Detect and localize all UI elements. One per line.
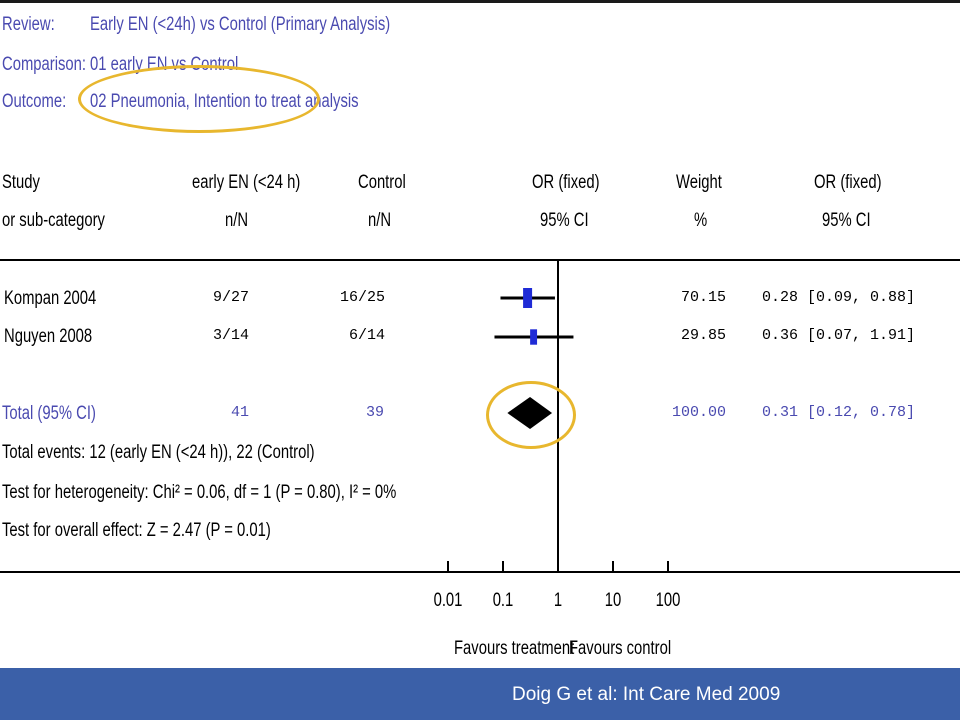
outcome-highlight-ellipse — [78, 65, 320, 133]
axis-tick-label: 0.01 — [434, 589, 463, 610]
overall-effect-note: Test for overall effect: Z = 2.47 (P = 0… — [2, 520, 271, 541]
pooled-highlight-ellipse — [486, 381, 576, 449]
total-events-note: Total events: 12 (early EN (<24 h)), 22 … — [2, 442, 315, 463]
col-study-header: Study — [2, 172, 40, 193]
col-weight-subheader: % — [694, 210, 708, 231]
study-early: 3/14 — [213, 327, 250, 344]
col-weight-header: Weight — [676, 172, 722, 193]
review-label: Review: — [2, 14, 55, 35]
col-or-subheader: 95% CI — [540, 210, 589, 231]
study-weight: 70.15 — [681, 289, 727, 306]
col-control-header: Control — [358, 172, 406, 193]
study-ci: 0.36 [0.07, 1.91] — [762, 327, 916, 344]
col-study-subheader: or sub-category — [2, 210, 105, 231]
study-weight-square — [530, 329, 538, 345]
col-or-header: OR (fixed) — [532, 172, 600, 193]
favours-control-label: Favours control — [569, 638, 672, 659]
study-weight: 29.85 — [681, 327, 727, 344]
col-early-subheader: n/N — [225, 210, 249, 231]
axis-tick-label: 0.1 — [493, 589, 514, 610]
axis-tick-label: 10 — [605, 589, 621, 610]
comparison-label: Comparison: — [2, 54, 87, 75]
col-early-header: early EN (<24 h) — [192, 172, 301, 193]
citation-caption: Doig G et al: Int Care Med 2009 — [512, 684, 781, 705]
col-orci-header: OR (fixed) — [814, 172, 882, 193]
total-ci: 0.31 [0.12, 0.78] — [762, 404, 916, 421]
total-early: 41 — [231, 404, 250, 421]
axis-divider — [0, 571, 960, 573]
col-control-subheader: n/N — [368, 210, 392, 231]
col-orci-subheader: 95% CI — [822, 210, 871, 231]
study-control: 16/25 — [340, 289, 386, 306]
total-label: Total (95% CI) — [2, 403, 96, 424]
study-name: Kompan 2004 — [4, 288, 97, 309]
header-divider — [0, 259, 960, 261]
slide-top-border — [0, 0, 960, 3]
total-weight: 100.00 — [672, 404, 727, 421]
study-ci: 0.28 [0.09, 0.88] — [762, 289, 916, 306]
outcome-label: Outcome: — [2, 91, 67, 112]
review-value: Early EN (<24h) vs Control (Primary Anal… — [90, 14, 391, 35]
heterogeneity-note: Test for heterogeneity: Chi² = 0.06, df … — [2, 482, 397, 503]
total-control: 39 — [366, 404, 385, 421]
axis-tick-label: 100 — [656, 589, 681, 610]
study-weight-square — [523, 288, 533, 308]
favours-treatment-label: Favours treatment — [454, 638, 575, 659]
study-control: 6/14 — [349, 327, 386, 344]
axis-tick-label: 1 — [554, 589, 562, 610]
study-early: 9/27 — [213, 289, 250, 306]
study-name: Nguyen 2008 — [4, 326, 93, 347]
caption-bar — [0, 668, 960, 720]
